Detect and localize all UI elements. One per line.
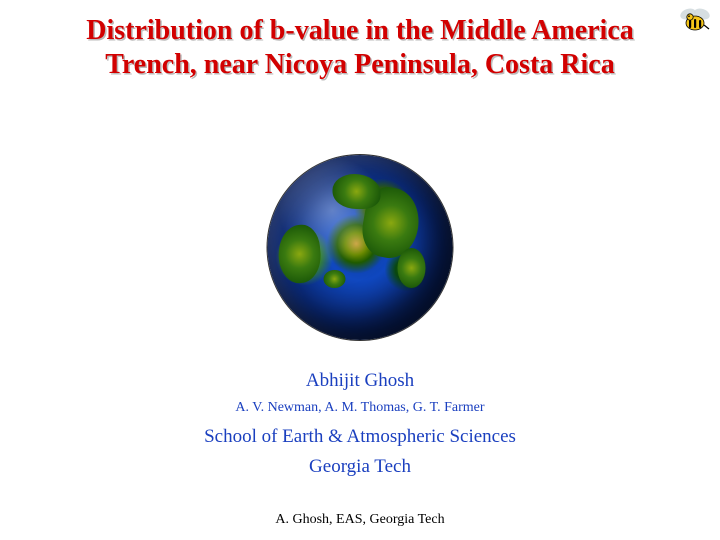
author-main: Abhijit Ghosh xyxy=(0,370,720,392)
author-co: A. V. Newman, A. M. Thomas, G. T. Farmer xyxy=(0,400,720,416)
author-block: Abhijit Ghosh A. V. Newman, A. M. Thomas… xyxy=(0,370,720,486)
globe-sphere xyxy=(268,155,453,340)
globe-image xyxy=(268,155,453,340)
slide-title: Distribution of b-value in the Middle Am… xyxy=(0,14,720,81)
georgia-tech-logo-icon xyxy=(678,6,712,36)
affiliation-line-2: Georgia Tech xyxy=(0,456,720,478)
slide-footer: A. Ghosh, EAS, Georgia Tech xyxy=(0,512,720,528)
affiliation-line-1: School of Earth & Atmospheric Sciences xyxy=(0,426,720,448)
